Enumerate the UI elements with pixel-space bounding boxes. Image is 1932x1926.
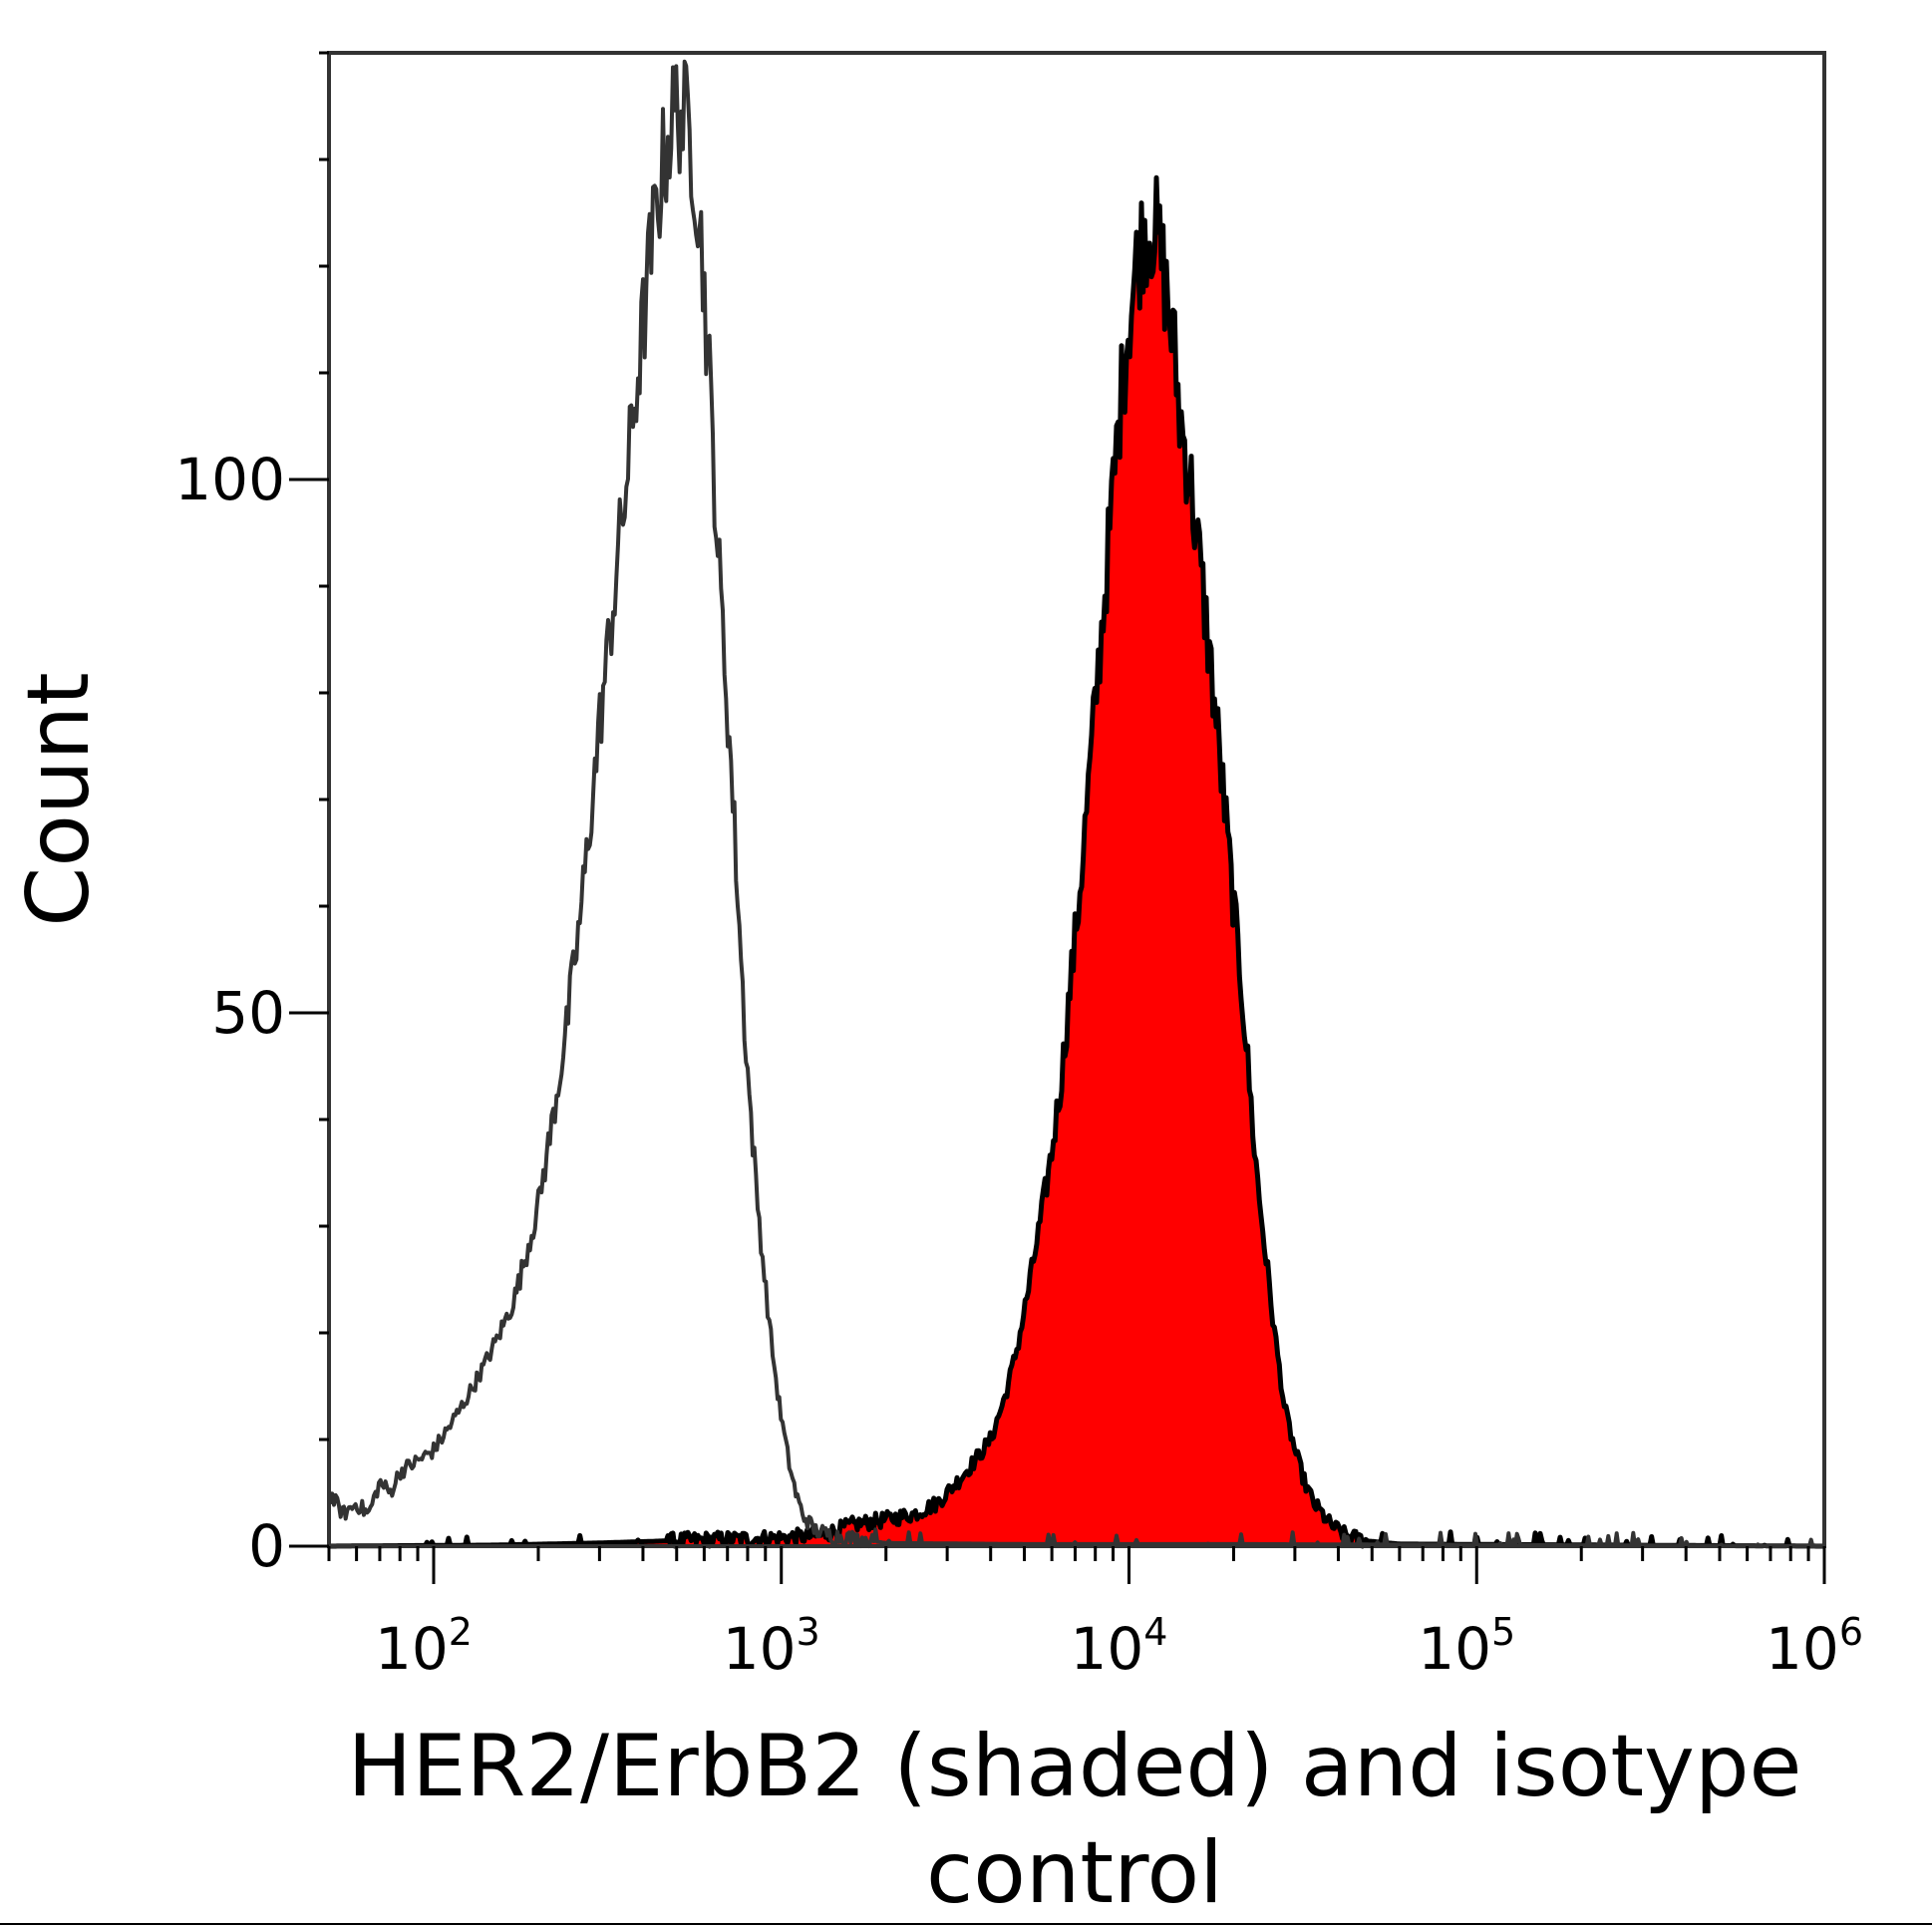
x-tick-label: 103 [723, 1610, 820, 1683]
axis-layer: 0 50 100 102 103 104 105 106 [174, 51, 1863, 1683]
x-tick-label: 105 [1418, 1610, 1515, 1683]
series-layer [327, 59, 1825, 1549]
series-fill-her2-erbb2 [329, 177, 1824, 1546]
x-axis-title-line-2: control [926, 1823, 1223, 1923]
x-tick-label: 104 [1070, 1610, 1167, 1683]
y-tick-label: 0 [248, 1512, 285, 1580]
x-tick-label: 106 [1766, 1610, 1863, 1683]
x-tick-label: 102 [375, 1610, 473, 1683]
x-axis-title-line-1: HER2/ErbB2 (shaded) and isotype [348, 1717, 1802, 1816]
bottom-rule [0, 1923, 1932, 1925]
y-tick-label: 50 [211, 979, 285, 1047]
y-axis-title: Count [9, 672, 109, 926]
y-tick-label: 100 [174, 446, 285, 513]
